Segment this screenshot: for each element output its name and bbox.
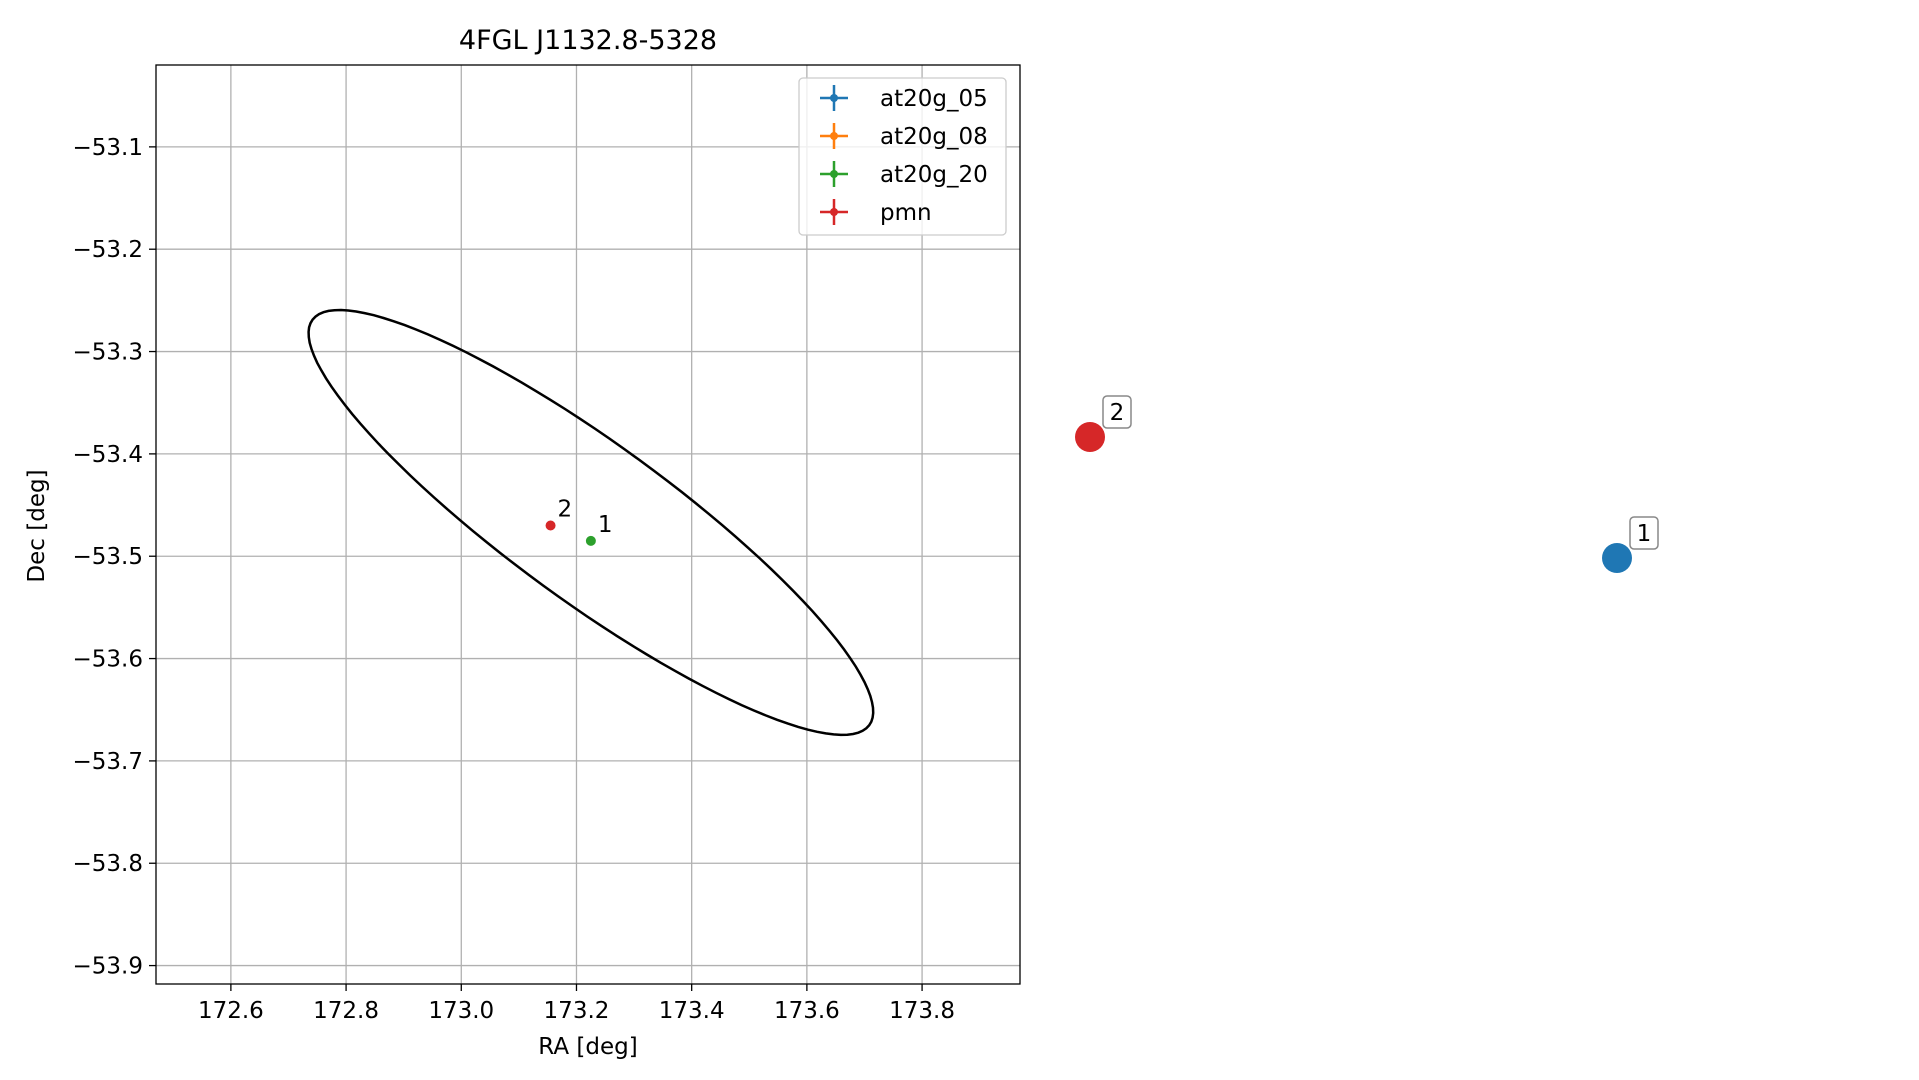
data-point-1 (585, 535, 596, 546)
legend-marker (830, 132, 838, 140)
legend-marker (830, 94, 838, 102)
x-tick-label: 173.4 (659, 998, 725, 1024)
y-tick-label: −53.6 (73, 647, 143, 673)
y-tick-label: −53.3 (73, 340, 143, 366)
x-tick-label: 173.6 (774, 998, 840, 1024)
x-axis-label: RA [deg] (538, 1034, 637, 1060)
grid (156, 65, 1020, 984)
side-marker-dot (1602, 543, 1632, 573)
x-axis-ticks: 172.6 172.8 173.0 173.2 173.4 173.6 173.8 (198, 984, 955, 1024)
y-axis-ticks: −53.1 −53.2 −53.3 −53.4 −53.5 −53.6 −53.7 −53.8… (73, 135, 156, 980)
x-tick-label: 173.8 (889, 998, 955, 1024)
legend-label: at20g_08 (880, 124, 988, 150)
y-tick-label: −53.8 (73, 851, 143, 877)
side-marker-label: 2 (1110, 400, 1125, 426)
data-point-label: 1 (598, 512, 613, 538)
legend-marker (830, 208, 838, 216)
y-tick-label: −53.5 (73, 544, 143, 570)
side-marker-1: 1 (1602, 516, 1659, 573)
x-tick-label: 172.6 (198, 998, 264, 1024)
side-marker-dot (1075, 422, 1105, 452)
legend-item-pmn: pmn (820, 199, 932, 226)
side-marker-2: 2 (1075, 395, 1132, 452)
legend-marker (830, 170, 838, 178)
y-tick-label: −53.7 (73, 749, 143, 775)
x-tick-label: 173.0 (428, 998, 494, 1024)
legend-item-at20g_05: at20g_05 (820, 85, 988, 112)
y-tick-label: −53.1 (73, 135, 143, 161)
y-tick-label: −53.4 (73, 442, 143, 468)
y-axis-label: Dec [deg] (24, 469, 50, 582)
axes-frame (155, 64, 1021, 985)
y-tick-label: −53.2 (73, 237, 143, 263)
chart-title: 4FGL J1132.8-5328 (459, 25, 717, 56)
data-points: 12 (545, 497, 613, 546)
legend-label: at20g_20 (880, 162, 988, 188)
x-tick-label: 173.2 (544, 998, 610, 1024)
legend-item-at20g_20: at20g_20 (820, 161, 988, 188)
localization-ellipse (307, 308, 875, 737)
y-tick-label: −53.9 (73, 954, 143, 980)
side-marker-label: 1 (1637, 521, 1652, 547)
x-tick-label: 172.8 (313, 998, 379, 1024)
legend-box (798, 77, 1007, 236)
legend-label: at20g_05 (880, 86, 988, 112)
legend-item-at20g_08: at20g_08 (820, 123, 988, 150)
side-markers: 21 (1075, 395, 1659, 573)
data-point-2 (545, 520, 556, 531)
data-point-label: 2 (558, 497, 573, 523)
side-marker-badge (1629, 516, 1659, 550)
legend-label: pmn (880, 200, 932, 226)
side-marker-badge (1102, 395, 1132, 429)
